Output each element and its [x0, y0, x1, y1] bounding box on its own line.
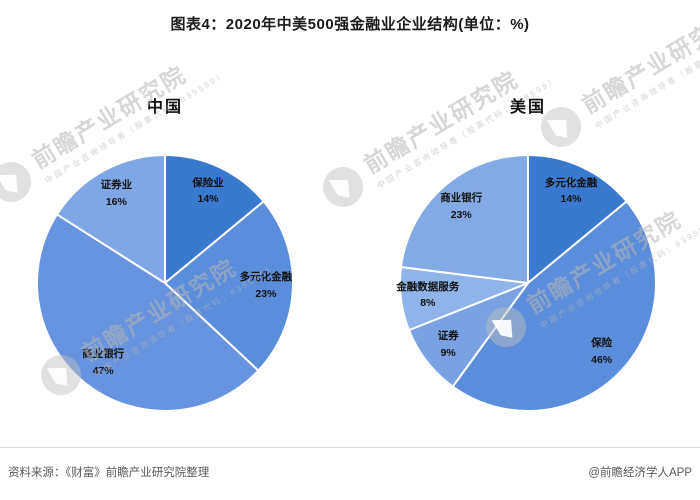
pie-slice-0-1 [164, 200, 294, 372]
pie-title-china: 中国 [146, 99, 183, 116]
pie-slice-1-1 [451, 200, 657, 412]
pie-svg-us [399, 154, 657, 412]
credit-text: @前瞻经济学人APP [588, 467, 692, 479]
page-title: 图表4：2020年中美500强金融业企业结构(单位：%) [170, 16, 530, 33]
source-text: 资料来源：《财富》前瞻产业研究院整理 [8, 467, 210, 479]
pie-title-us: 美国 [509, 99, 546, 116]
pie-slice-1-0 [527, 154, 628, 284]
footer: 资料来源：《财富》前瞻产业研究院整理 @前瞻经济学人APP [0, 447, 700, 500]
pie-chart-us: 美国 多元化金融 14% 保险 46% 证券 9% 金融数据服务 8% 商业银行 23% [368, 85, 688, 425]
pie-slice-0-0 [164, 154, 265, 284]
pie-slice-0-2 [36, 213, 260, 412]
pie-chart-china: 中国 保险业 14% 多元化金融 23% 商业银行 47% 证券业 16% [5, 85, 325, 425]
pie-slice-1-4 [400, 154, 529, 284]
pie-slice-0-3 [55, 154, 166, 284]
pie-svg-china [36, 154, 294, 412]
